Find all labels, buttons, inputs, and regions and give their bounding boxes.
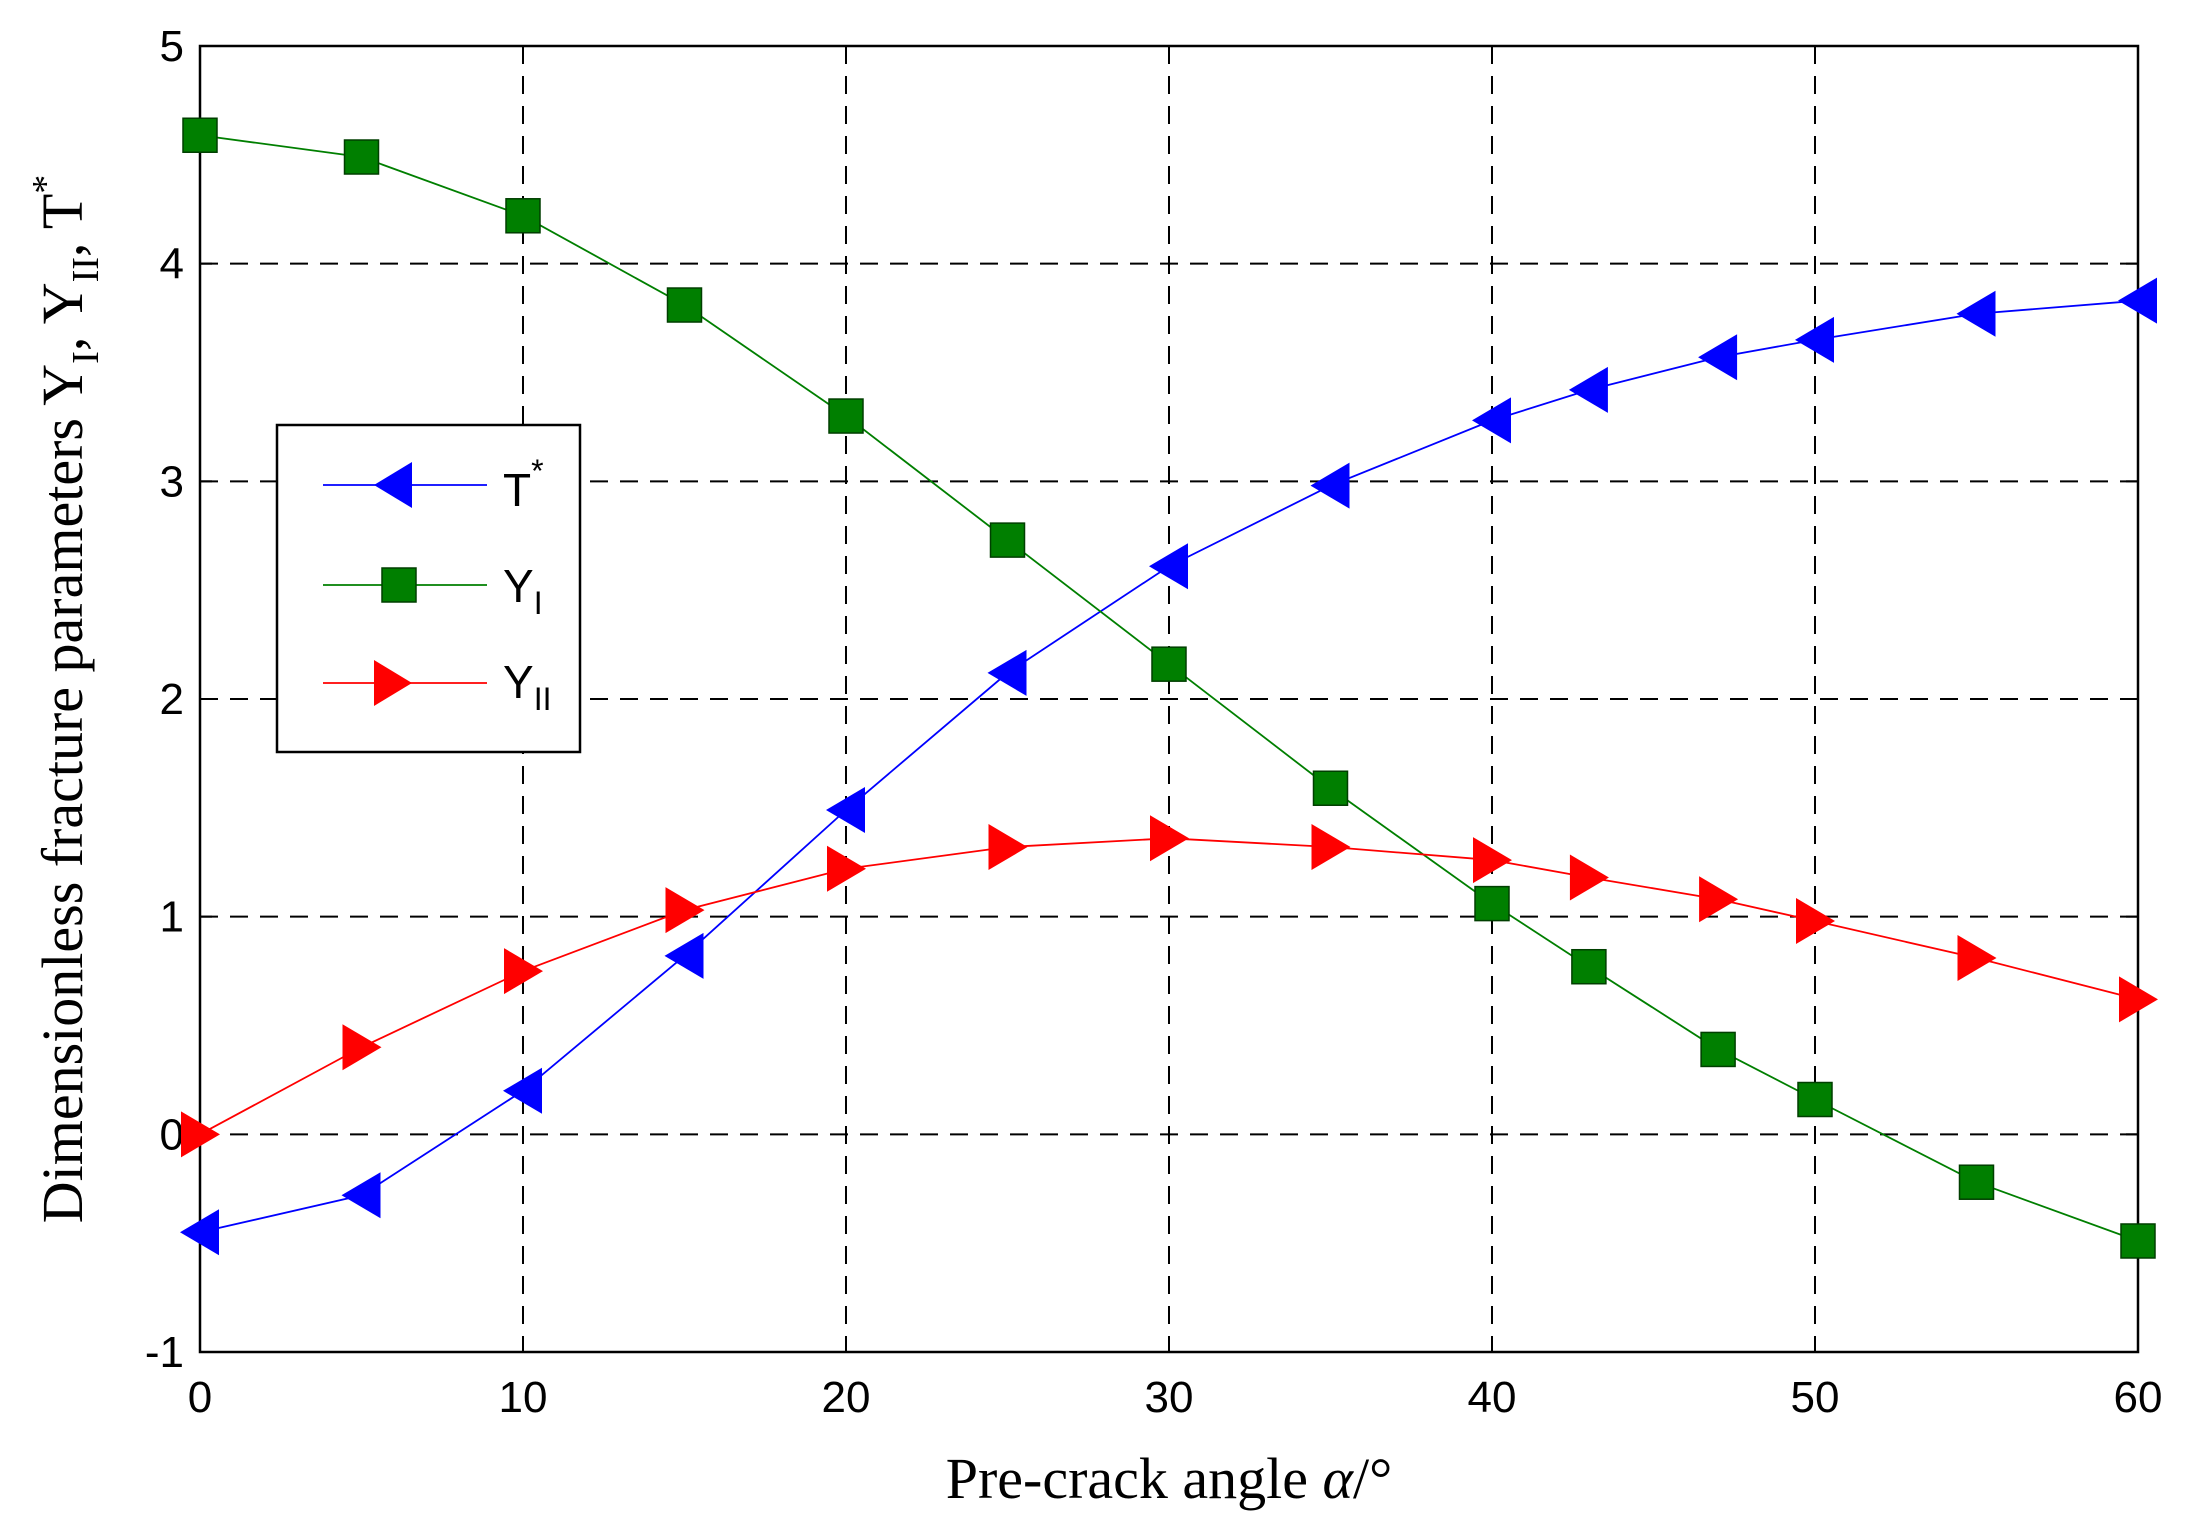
- data-point-t-star: [1310, 462, 1350, 509]
- y-axis-title-sep2: , T: [30, 194, 95, 257]
- data-point-y-one: [1151, 646, 1187, 682]
- x-tick-label: 60: [2114, 1373, 2163, 1422]
- y-tick-label: 5: [160, 22, 184, 71]
- data-point-y-one: [343, 139, 380, 175]
- series-layer: [180, 117, 2158, 1259]
- data-point-t-star: [664, 932, 704, 979]
- y-tick-label: 3: [160, 457, 184, 506]
- data-point-y-two: [827, 845, 866, 892]
- legend-box: [275, 423, 582, 754]
- legend-label-y-two-name: Y: [503, 656, 534, 708]
- data-point-t-star: [1956, 290, 1996, 337]
- series-line-t-star: [199, 299, 2139, 1234]
- data-point-y-one: [182, 117, 218, 153]
- series-y-two: [181, 815, 2158, 1158]
- legend-label-y-one-name: Y: [503, 560, 534, 612]
- legend-label-y-two-sub: II: [534, 681, 552, 717]
- data-point-y-two: [2119, 976, 2158, 1023]
- data-point-t-star: [1698, 334, 1738, 381]
- y-tick-label: 4: [160, 240, 184, 289]
- legend-item-y-two: YII: [323, 656, 551, 717]
- y-axis-title: Dimensionless fracture parameters YI, YI…: [25, 175, 107, 1224]
- x-tick-label: 30: [1145, 1373, 1194, 1422]
- data-point-y-one: [1474, 885, 1510, 922]
- y-tick-label: 2: [160, 675, 184, 724]
- x-tick-label: 20: [822, 1373, 871, 1422]
- y-axis-title-sub2: II: [65, 257, 107, 282]
- legend-label-y-one-sub: I: [534, 585, 543, 621]
- data-point-y-two: [1957, 935, 1997, 982]
- data-point-y-two: [1796, 898, 1835, 945]
- data-point-t-star: [1472, 397, 1511, 444]
- legend-label-t-star-sup: *: [531, 453, 543, 489]
- data-point-y-one: [505, 198, 541, 234]
- data-point-y-two: [665, 887, 705, 934]
- data-point-y-two: [1569, 854, 1609, 901]
- data-point-y-two: [504, 948, 543, 995]
- y-tick-label: 0: [160, 1110, 184, 1159]
- legend: T* YI YII: [275, 423, 582, 754]
- data-point-y-two: [1699, 876, 1739, 923]
- y-axis-title-sep1: , Y: [30, 282, 95, 351]
- data-point-y-two: [1311, 824, 1351, 871]
- data-point-y-two: [342, 1024, 382, 1071]
- data-point-y-one: [989, 522, 1026, 558]
- data-point-t-star: [1795, 316, 1834, 363]
- x-tick-label: 0: [188, 1373, 212, 1422]
- x-tick-label: 10: [499, 1373, 548, 1422]
- legend-marker-square: [381, 567, 417, 603]
- y-axis-title-sup: *: [25, 175, 67, 194]
- data-point-y-two: [988, 824, 1028, 871]
- x-axis-title: Pre-crack angle α/°: [946, 1446, 1393, 1511]
- data-point-y-one: [828, 398, 864, 434]
- legend-marker-triangle-right: [374, 660, 412, 706]
- data-point-y-one: [1797, 1081, 1833, 1118]
- data-point-t-star: [987, 649, 1027, 696]
- data-point-y-one: [1958, 1164, 1995, 1200]
- data-point-t-star: [1568, 366, 1608, 413]
- legend-label-y-two: YII: [503, 656, 551, 717]
- y-tick-label: 1: [160, 893, 184, 942]
- data-point-t-star: [341, 1172, 381, 1219]
- x-axis-title-symbol: α: [1323, 1446, 1355, 1511]
- x-tick-label: 50: [1791, 1373, 1840, 1422]
- legend-label-y-one: YI: [503, 560, 543, 621]
- data-point-t-star: [826, 787, 865, 834]
- data-point-y-one: [1700, 1031, 1736, 1068]
- data-point-y-two: [181, 1111, 220, 1158]
- x-axis-title-text: Pre-crack angle: [946, 1446, 1323, 1511]
- legend-label-t-star: T*: [503, 453, 544, 516]
- x-axis-title-unit: /°: [1353, 1446, 1392, 1511]
- legend-item-y-one: YI: [323, 560, 543, 621]
- data-point-y-two: [1473, 837, 1512, 884]
- data-point-y-one: [1312, 770, 1349, 806]
- y-axis-title-sub1: I: [65, 351, 107, 364]
- legend-marker-triangle-left: [374, 462, 412, 508]
- data-point-t-star: [2118, 277, 2157, 324]
- data-point-y-one: [1571, 948, 1607, 985]
- y-tick-label: -1: [145, 1328, 184, 1377]
- series-t-star: [180, 277, 2157, 1256]
- legend-item-t-star: T*: [323, 453, 544, 516]
- data-point-y-one: [2120, 1223, 2156, 1259]
- x-tick-label: 40: [1468, 1373, 1517, 1422]
- y-axis-title-text: Dimensionless fracture parameters Y: [30, 364, 95, 1223]
- grid-lines: [200, 46, 2138, 1352]
- data-point-t-star: [180, 1209, 219, 1256]
- data-point-t-star: [1149, 543, 1188, 590]
- data-point-y-two: [1150, 815, 1189, 862]
- series-y-one: [182, 117, 2156, 1259]
- data-point-t-star: [503, 1067, 542, 1114]
- legend-label-t-star-name: T: [503, 464, 531, 516]
- data-point-y-one: [666, 287, 703, 323]
